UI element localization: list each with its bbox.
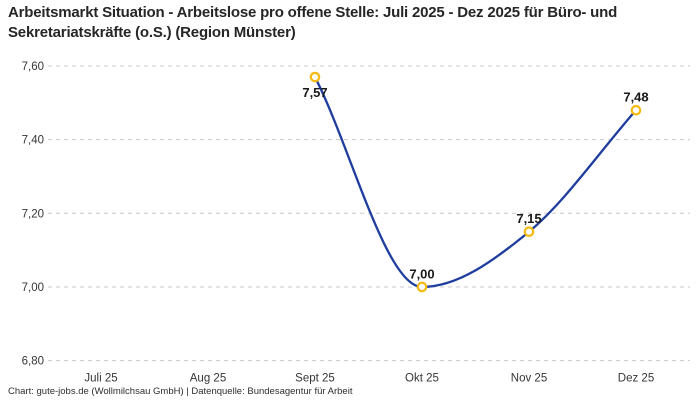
- x-tick-label: Juli 25: [84, 373, 117, 385]
- data-point-marker: [523, 226, 535, 238]
- y-tick-label: 7,60: [22, 61, 44, 73]
- data-point-marker: [309, 71, 321, 83]
- chart-title: Arbeitsmarkt Situation - Arbeitslose pro…: [8, 4, 618, 41]
- x-tick-label: Okt 25: [405, 373, 439, 385]
- x-tick-label: Aug 25: [190, 373, 226, 385]
- x-tick-label: Dez 25: [618, 373, 654, 385]
- y-tick-label: 7,00: [22, 282, 44, 294]
- x-tick-label: Sept 25: [295, 373, 335, 385]
- y-tick-label: 7,20: [22, 208, 44, 220]
- series-line: [313, 75, 638, 289]
- chart-credit: Chart: gute-jobs.de (Wollmilchsau GmbH) …: [8, 386, 353, 397]
- y-tick-label: 6,80: [22, 356, 44, 368]
- data-point-marker: [630, 104, 642, 116]
- data-point-label: 7,57: [302, 85, 327, 100]
- data-point-label: 7,00: [409, 266, 434, 281]
- data-point-label: 7,15: [516, 211, 541, 226]
- x-tick-label: Nov 25: [511, 373, 547, 385]
- data-point-marker: [416, 281, 428, 293]
- data-point-label: 7,48: [623, 90, 648, 105]
- y-tick-label: 7,40: [22, 135, 44, 147]
